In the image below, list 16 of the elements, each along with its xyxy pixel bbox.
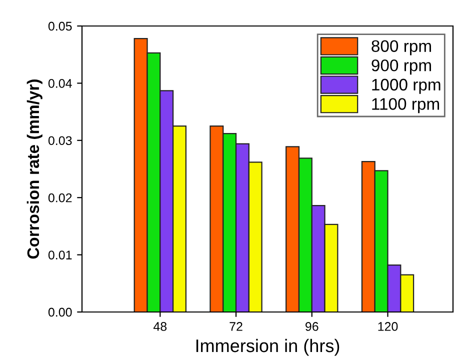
x-tick-label: 48 bbox=[153, 322, 167, 331]
y-tick-label: 0.05 bbox=[48, 22, 72, 31]
x-tick-label: 72 bbox=[230, 322, 242, 331]
y-tick-label: 0.01 bbox=[48, 250, 72, 260]
x-tick-label: 120 bbox=[378, 322, 398, 331]
x-axis-title: Immersion in (hrs) bbox=[196, 338, 340, 356]
legend-label: 800 rpm bbox=[372, 40, 431, 56]
y-axis-title: Corrosion rate (mm/yr) bbox=[26, 80, 42, 259]
legend-label: 1000 rpm bbox=[372, 78, 440, 94]
legend-label: 1100 rpm bbox=[372, 98, 440, 114]
x-tick-label: 96 bbox=[306, 322, 318, 331]
y-tick-label: 0.03 bbox=[48, 136, 72, 146]
legend-label: 900 rpm bbox=[372, 59, 431, 75]
y-tick-label: 0.02 bbox=[48, 193, 72, 202]
y-tick-label: 0.00 bbox=[48, 308, 72, 317]
y-tick-label: 0.04 bbox=[48, 79, 72, 88]
